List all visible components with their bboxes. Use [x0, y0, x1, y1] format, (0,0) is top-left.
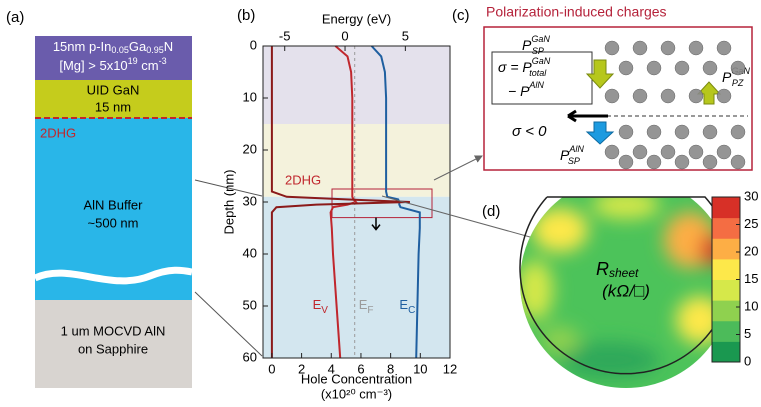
atom: [731, 155, 745, 169]
y-axis-label: Depth (nm): [221, 169, 236, 234]
atom: [633, 41, 647, 55]
colorbar-swatch: [712, 197, 740, 218]
atom: [619, 125, 633, 139]
atom: [647, 61, 661, 75]
colorbar-tick-label: 10: [744, 298, 758, 313]
colorbar-swatch: [712, 218, 740, 239]
series-sub: V: [321, 305, 328, 316]
atom: [661, 41, 675, 55]
colorbar-tick-label: 0: [744, 353, 751, 368]
colorbar-swatch: [712, 341, 740, 362]
atom: [647, 125, 661, 139]
series-name: E: [399, 297, 408, 312]
series-name: E: [359, 297, 368, 312]
panel-label: (c): [452, 7, 470, 24]
layer-label: ~500 nm: [88, 215, 139, 230]
x2-tick-label: 5: [402, 28, 409, 43]
x-tick-label: 10: [413, 361, 427, 376]
layer-band: [263, 46, 450, 124]
map-unit: (kΩ/□): [602, 281, 650, 300]
atom: [703, 155, 717, 169]
colorbar-swatch: [712, 259, 740, 280]
atom: [717, 89, 731, 103]
panel-label: (d): [482, 203, 500, 220]
layer-label: UID GaN: [87, 82, 140, 97]
x-axis-label: (x10²⁰ cm⁻³): [321, 386, 392, 401]
x-axis-label: Hole Concentration: [301, 371, 412, 386]
atom: [731, 125, 745, 139]
figure: (a) (b) (c) (d) 15nm p-In0.05Ga0.95N [Mg…: [0, 0, 761, 402]
y-tick-label: 40: [243, 245, 257, 260]
x2-tick-label: 0: [341, 28, 348, 43]
2dhg-label: 2DHG: [40, 125, 76, 140]
colorbar-tick-label: 25: [744, 216, 758, 231]
atom: [675, 155, 689, 169]
layer-band: [263, 197, 450, 358]
colorbar-swatch: [712, 238, 740, 259]
atom: [605, 41, 619, 55]
atom: [717, 145, 731, 159]
x-tick-label: 0: [268, 361, 275, 376]
atom: [689, 89, 703, 103]
x2-axis-label: Energy (eV): [322, 11, 391, 26]
layer-label: [Mg] > 5x1019 cm-3: [59, 56, 166, 73]
atom: [703, 125, 717, 139]
layer-label: 1 um MOCVD AlN: [61, 323, 166, 338]
atom: [605, 89, 619, 103]
atom: [605, 145, 619, 159]
map-blob: [532, 208, 588, 252]
colorbar: 0 5 10 15 20 25 30: [712, 188, 758, 368]
colorbar-tick-label: 15: [744, 271, 758, 286]
series-sub: F: [367, 305, 373, 316]
x2-tick-label: -5: [279, 28, 291, 43]
x-tick-label: 12: [443, 361, 457, 376]
atom: [661, 145, 675, 159]
atom: [619, 155, 633, 169]
layer-label: 15 nm: [95, 99, 131, 114]
y-tick-label: 30: [243, 193, 257, 208]
y-tick-label: 50: [243, 297, 257, 312]
colorbar-tick-label: 20: [744, 243, 758, 258]
colorbar-swatch: [712, 300, 740, 321]
y-tick-label: 10: [243, 89, 257, 104]
atom: [689, 145, 703, 159]
atom: [675, 125, 689, 139]
atom: [661, 89, 675, 103]
atom: [675, 61, 689, 75]
layer-stack: 15nm p-In0.05Ga0.95N [Mg] > 5x1019 cm-3 …: [35, 36, 192, 388]
layer-label: AlN Buffer: [83, 197, 143, 212]
y-tick-label: 60: [243, 349, 257, 364]
atom: [619, 61, 633, 75]
wafer-flat: [520, 176, 732, 197]
atom: [689, 41, 703, 55]
colorbar-tick-label: 30: [744, 188, 758, 203]
colorbar-swatch: [712, 280, 740, 301]
atom: [647, 155, 661, 169]
series-sub: C: [408, 305, 415, 316]
atom: [633, 145, 647, 159]
atom: [731, 61, 745, 75]
atom: [703, 61, 717, 75]
y-tick-label: 20: [243, 141, 257, 156]
panel-title: Polarization-induced charges: [486, 4, 667, 20]
colorbar-tick-label: 5: [744, 326, 751, 341]
panel-label: (a): [6, 9, 24, 26]
panel-label: (b): [237, 7, 255, 24]
y-tick-label: 0: [250, 37, 257, 52]
sigma-sign: σ < 0: [512, 123, 547, 140]
series-name: E: [313, 297, 322, 312]
annotation: 2DHG: [285, 173, 321, 188]
layer-label: on Sapphire: [78, 341, 148, 356]
atom: [633, 89, 647, 103]
colorbar-swatch: [712, 321, 740, 342]
atom: [717, 41, 731, 55]
